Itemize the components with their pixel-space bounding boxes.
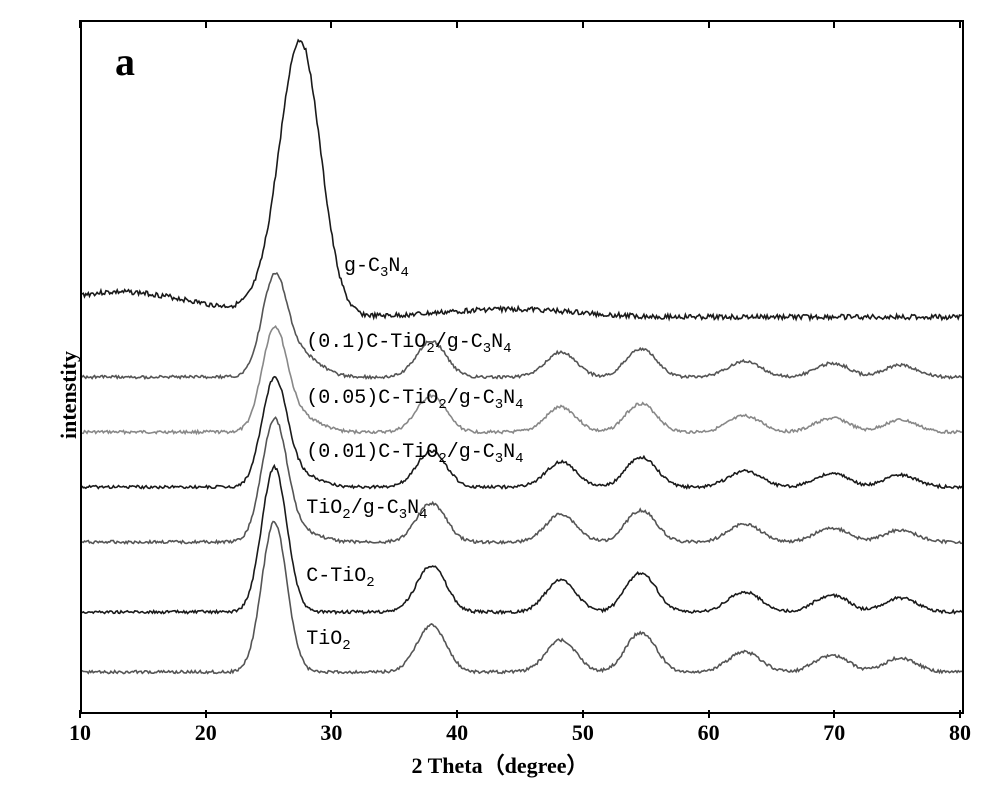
y-axis-label: intenstity	[56, 351, 82, 439]
xrd-curve	[82, 522, 962, 674]
curve-label: (0.1)C-TiO2/g-C3N4	[306, 331, 511, 357]
x-tick-mark	[205, 20, 207, 28]
x-tick-mark	[79, 20, 81, 28]
x-tick-mark	[959, 20, 961, 28]
x-tick-label: 80	[949, 720, 971, 746]
curve-label: (0.01)C-TiO2/g-C3N4	[306, 441, 523, 467]
x-tick-mark	[582, 20, 584, 28]
x-tick-mark	[833, 710, 835, 718]
curves-svg	[82, 22, 962, 712]
xrd-curve	[82, 417, 962, 543]
x-tick-mark	[708, 710, 710, 718]
x-tick-label: 50	[572, 720, 594, 746]
xrd-curve	[82, 326, 962, 433]
x-tick-mark	[330, 710, 332, 718]
curve-label: (0.05)C-TiO2/g-C3N4	[306, 387, 523, 413]
curve-label: C-TiO2	[306, 565, 374, 591]
x-tick-label: 20	[195, 720, 217, 746]
xrd-chart: a intenstity 2 Theta（degree） 10 20 30 40 50 6…	[0, 0, 1000, 790]
x-tick-mark	[79, 710, 81, 718]
x-tick-mark	[456, 710, 458, 718]
x-tick-label: 10	[69, 720, 91, 746]
plot-area	[80, 20, 964, 714]
curve-label: TiO2/g-C3N4	[306, 497, 427, 523]
panel-label: a	[115, 38, 135, 85]
x-tick-label: 40	[446, 720, 468, 746]
curve-label: TiO2	[306, 628, 350, 654]
x-tick-mark	[582, 710, 584, 718]
x-tick-label: 70	[823, 720, 845, 746]
x-tick-mark	[708, 20, 710, 28]
x-axis-label: 2 Theta（degree）	[412, 748, 589, 780]
x-tick-mark	[205, 710, 207, 718]
x-tick-label: 60	[698, 720, 720, 746]
x-tick-mark	[959, 710, 961, 718]
xrd-curve	[82, 40, 962, 319]
x-tick-mark	[833, 20, 835, 28]
x-tick-mark	[330, 20, 332, 28]
xrd-curve	[82, 273, 962, 378]
curve-label: g-C3N4	[344, 255, 409, 281]
x-tick-mark	[456, 20, 458, 28]
x-tick-label: 30	[320, 720, 342, 746]
